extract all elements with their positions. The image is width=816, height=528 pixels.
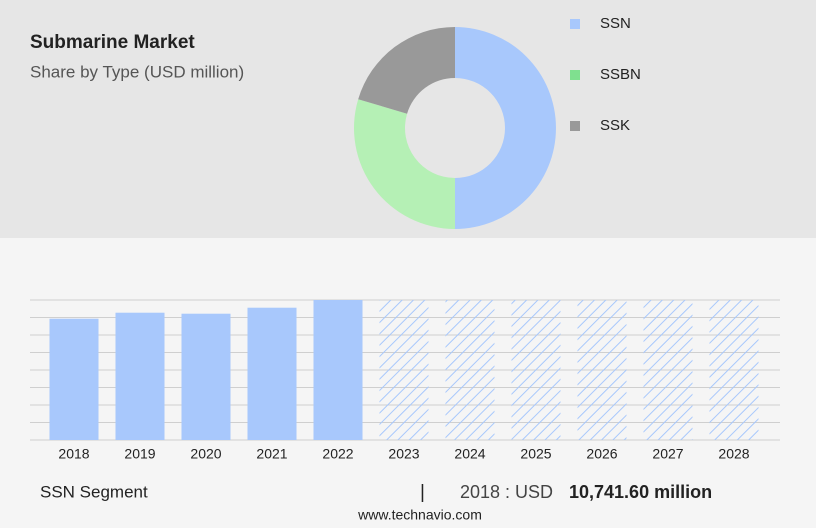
x-tick-label: 2028 — [718, 446, 749, 462]
forecast-bar — [511, 300, 561, 440]
forecast-bar — [379, 300, 429, 440]
legend-label: SSN — [600, 15, 631, 32]
forecast-bar — [709, 300, 759, 440]
bar — [115, 312, 165, 440]
x-tick-label: 2020 — [190, 446, 221, 462]
legend-swatch — [570, 121, 580, 131]
x-tick-label: 2018 — [58, 446, 89, 462]
donut-slice — [353, 99, 455, 230]
title: Submarine Market — [30, 32, 195, 53]
x-tick-label: 2022 — [322, 446, 353, 462]
donut-slice — [455, 27, 556, 229]
bar — [247, 307, 297, 440]
value-label: 10,741.60 million — [569, 482, 712, 502]
bar — [181, 313, 231, 440]
year-label: 2018 : USD — [460, 482, 553, 502]
forecast-bar — [577, 300, 627, 440]
legend-swatch — [570, 70, 580, 80]
forecast-bar — [643, 300, 693, 440]
x-tick-label: 2019 — [124, 446, 155, 462]
segment-label: SSN Segment — [40, 482, 148, 501]
donut-slice — [358, 27, 455, 114]
x-tick-label: 2024 — [454, 446, 485, 462]
legend-swatch — [570, 19, 580, 29]
separator: | — [420, 482, 425, 503]
x-tick-label: 2025 — [520, 446, 551, 462]
bar — [313, 300, 363, 440]
legend-label: SSK — [600, 117, 630, 134]
forecast-bar — [445, 300, 495, 440]
bar — [49, 318, 99, 440]
x-tick-label: 2027 — [652, 446, 683, 462]
x-tick-label: 2021 — [256, 446, 287, 462]
x-tick-label: 2026 — [586, 446, 617, 462]
website: www.technavio.com — [357, 507, 482, 523]
legend-label: SSBN — [600, 66, 641, 83]
subtitle: Share by Type (USD million) — [30, 62, 244, 81]
x-tick-label: 2023 — [388, 446, 419, 462]
